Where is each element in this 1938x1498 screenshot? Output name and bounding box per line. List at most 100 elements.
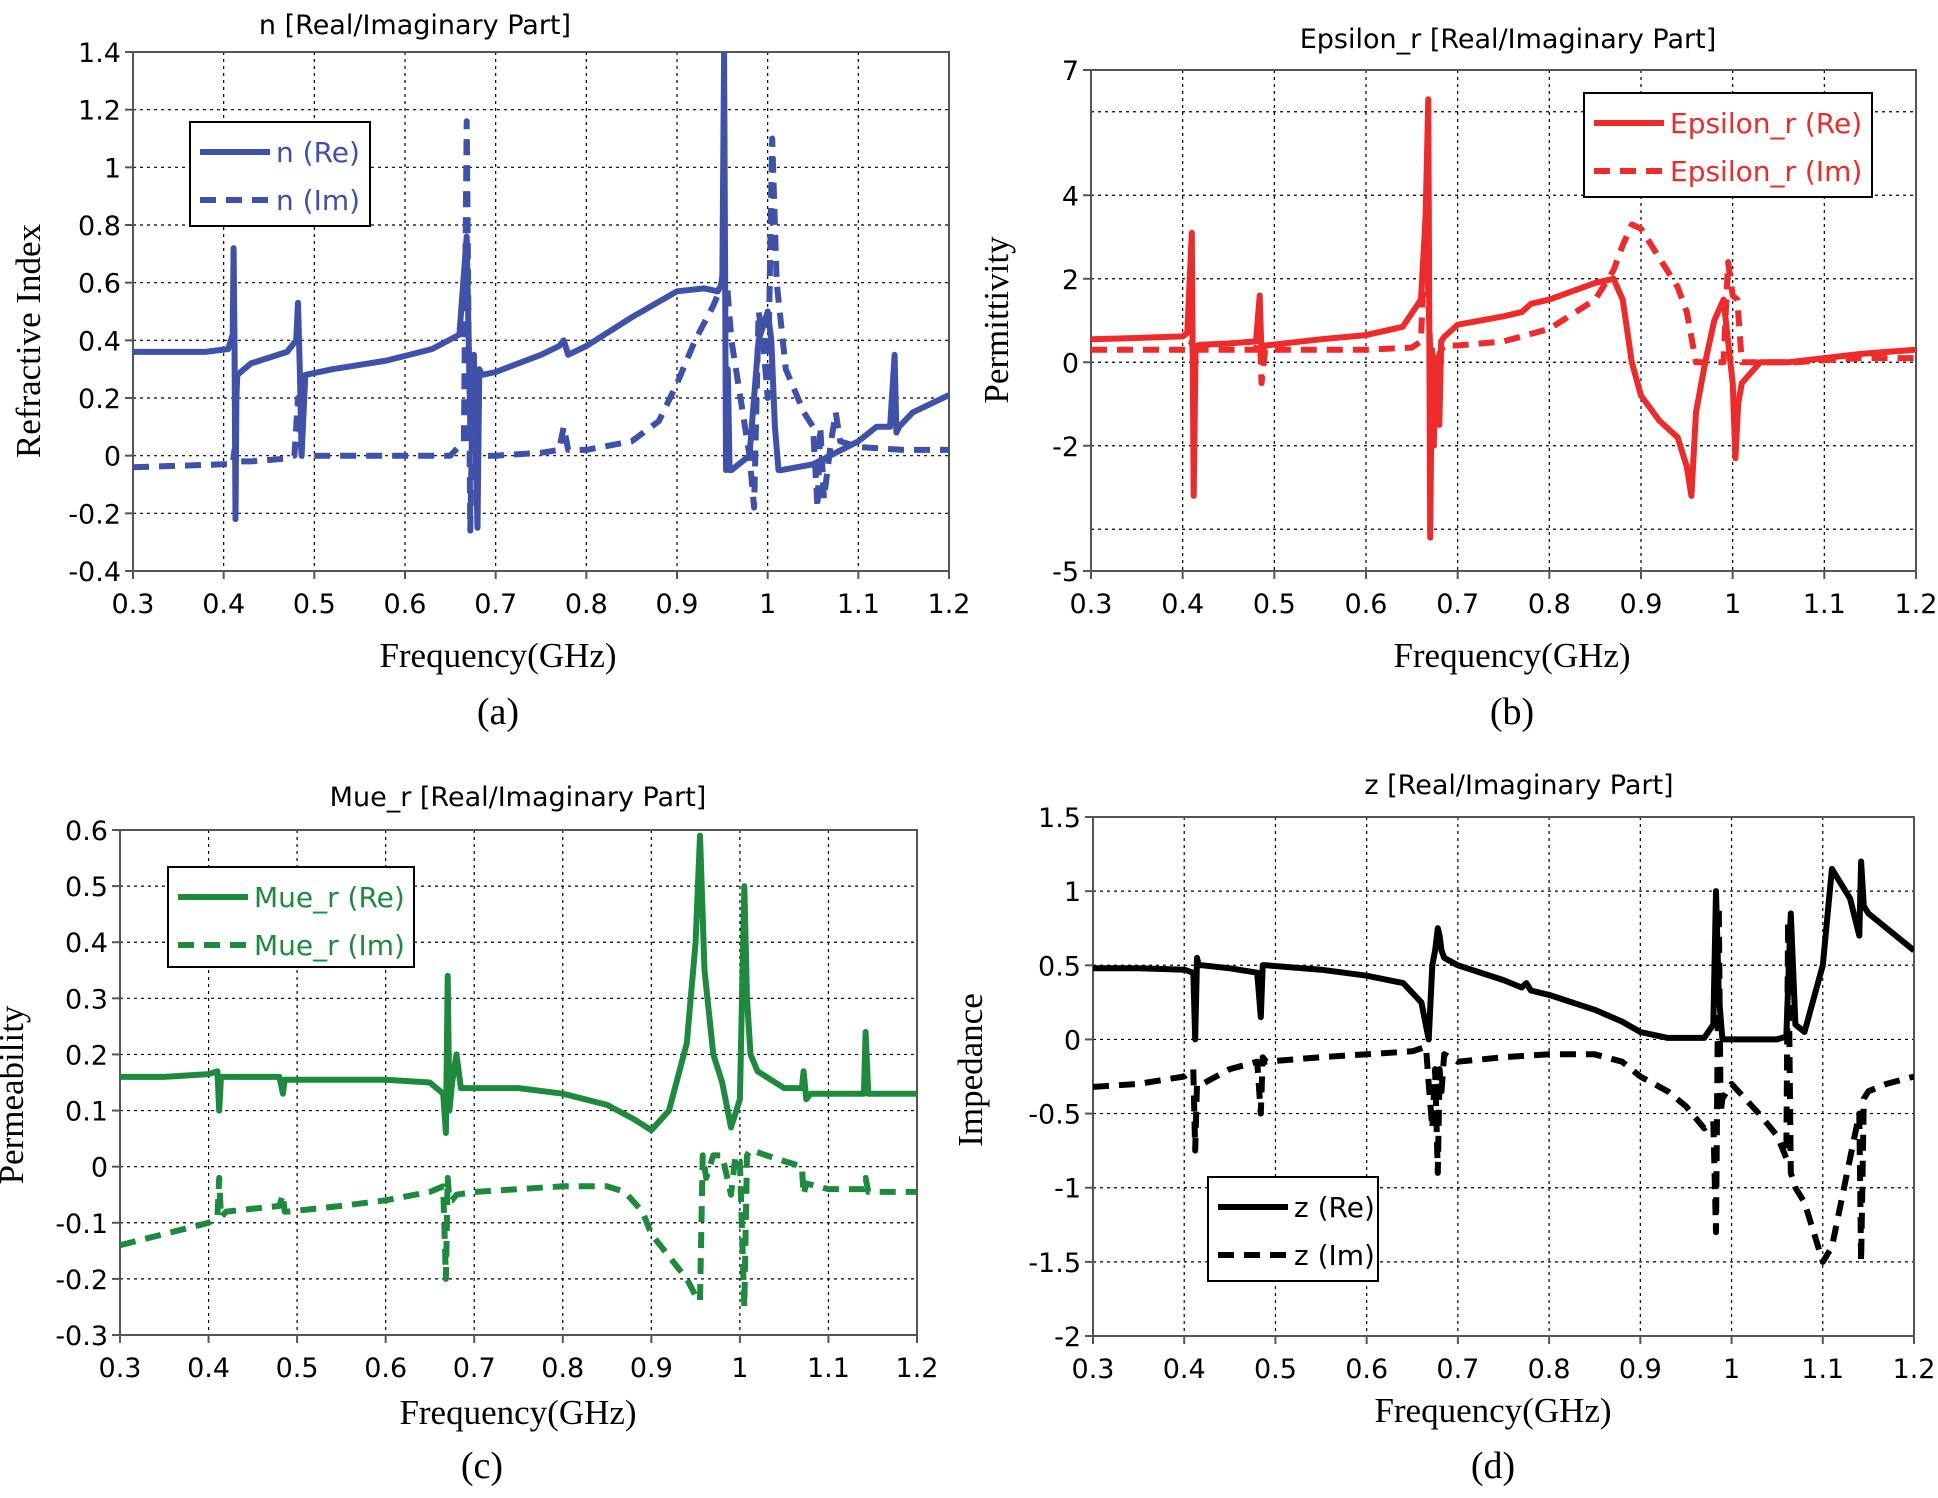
- x-tick-label: 0.3: [1070, 589, 1113, 620]
- chart-title: Epsilon_r [Real/Imaginary Part]: [1300, 24, 1717, 55]
- legend: Epsilon_r (Re) Epsilon_r (Im): [1583, 92, 1873, 198]
- y-tick-label: -2: [1052, 432, 1079, 463]
- y-tick-label: -0.3: [55, 1321, 108, 1352]
- x-tick-label: 1.2: [896, 1353, 939, 1384]
- series-line-epsilon-r-re: [1091, 96, 1916, 541]
- x-axis-label: Frequency(GHz): [1393, 636, 1630, 675]
- y-tick-label: 0.4: [78, 326, 121, 357]
- legend-label: Epsilon_r (Im): [1670, 155, 1862, 188]
- y-tick-label: 0.6: [78, 269, 121, 300]
- y-tick-label: -2: [1054, 1322, 1081, 1353]
- y-tick-label: 0.4: [65, 928, 108, 959]
- series-line-n-im: [133, 118, 949, 534]
- y-tick-label: 0: [91, 1153, 108, 1184]
- x-axis-label: Frequency(GHz): [1374, 1391, 1611, 1430]
- x-tick-label: 1.2: [928, 589, 971, 620]
- y-tick-label: 0.1: [65, 1097, 108, 1128]
- legend-label: Mue_r (Im): [254, 929, 405, 962]
- series-line-mue-r-re: [120, 832, 917, 1136]
- legend: z (Re) z (Im): [1207, 1176, 1379, 1282]
- x-tick-label: 0.5: [1253, 589, 1296, 620]
- x-tick-label: 0.7: [474, 589, 517, 620]
- x-tick-label: 0.4: [202, 589, 245, 620]
- chart-title: z [Real/Imaginary Part]: [1364, 770, 1673, 801]
- legend-label: Epsilon_r (Re): [1670, 107, 1862, 140]
- x-tick-label: 0.3: [112, 589, 155, 620]
- plot-frame: [132, 51, 950, 572]
- x-tick-label: 0.4: [1163, 1354, 1206, 1385]
- plot-frame: [1090, 69, 1917, 572]
- x-tick-label: 1.1: [807, 1353, 850, 1384]
- y-tick-label: -5: [1052, 557, 1079, 588]
- x-axis-label: Frequency(GHz): [379, 636, 616, 675]
- legend: n (Re) n (Im): [189, 121, 371, 227]
- x-tick-label: 0.9: [1620, 589, 1663, 620]
- x-tick-label: 0.5: [276, 1353, 319, 1384]
- y-tick-label: 2: [1062, 265, 1079, 296]
- y-tick-label: 0: [1062, 348, 1079, 379]
- y-tick-label: 0.6: [65, 816, 108, 847]
- y-axis-label: Impedance: [951, 993, 990, 1147]
- x-tick-label: 1.1: [1801, 1354, 1844, 1385]
- x-tick-label: 0.9: [1619, 1354, 1662, 1385]
- y-tick-label: 0.5: [1038, 951, 1081, 982]
- x-tick-label: 1: [1724, 589, 1741, 620]
- y-tick-label: 0: [104, 442, 121, 473]
- x-tick-label: 1: [731, 1353, 748, 1384]
- chart-b-permittivity: 0.3 0.4 0.5 0.6 0.7 0.8 0.9 1 1.1 1.2 -5 -2 0 2 4 7 Epsi…: [977, 24, 1937, 733]
- x-tick-label: 0.8: [1528, 589, 1571, 620]
- y-tick-label: 0.8: [78, 211, 121, 242]
- y-tick-label: 7: [1062, 56, 1079, 87]
- legend-label: Mue_r (Re): [254, 881, 405, 914]
- series-line-z-im: [1093, 903, 1914, 1265]
- axis-ticks: 0.3 0.4 0.5 0.6 0.7 0.8 0.9 1 1.1 1.2 -0.4 -0.2 0 0.2…: [68, 38, 970, 620]
- y-tick-label: -0.2: [68, 499, 121, 530]
- x-tick-label: 0.9: [630, 1353, 673, 1384]
- y-tick-label: 0.3: [65, 984, 108, 1015]
- y-tick-label: -1: [1054, 1174, 1081, 1205]
- y-tick-label: 0.5: [65, 872, 108, 903]
- x-tick-label: 0.6: [1345, 589, 1388, 620]
- x-tick-label: 0.3: [99, 1353, 142, 1384]
- y-tick-label: -0.1: [55, 1209, 108, 1240]
- x-tick-label: 1.2: [1895, 589, 1938, 620]
- y-tick-label: 0.2: [78, 384, 121, 415]
- chart-title: n [Real/Imaginary Part]: [259, 10, 571, 41]
- subfigure-caption: (d): [1471, 1445, 1515, 1487]
- chart-d-impedance: 0.3 0.4 0.5 0.6 0.7 0.8 0.9 1 1.1 1.2 -2 -1.5 -1 -0.5…: [951, 770, 1935, 1487]
- series-line-n-re: [133, 52, 949, 531]
- x-tick-label: 0.4: [187, 1353, 230, 1384]
- x-tick-label: 0.6: [384, 589, 427, 620]
- y-tick-label: 1.4: [78, 38, 121, 69]
- legend-label: n (Re): [276, 136, 360, 169]
- series-line-mue-r-im: [120, 1146, 917, 1310]
- y-tick-label: 0: [1064, 1025, 1081, 1056]
- y-tick-label: 1.5: [1038, 803, 1081, 834]
- x-tick-label: 1: [759, 589, 776, 620]
- y-tick-label: -1.5: [1028, 1248, 1081, 1279]
- legend-box: [189, 121, 371, 227]
- x-axis-label: Frequency(GHz): [399, 1393, 636, 1432]
- x-tick-label: 0.6: [364, 1353, 407, 1384]
- x-tick-label: 0.5: [1254, 1354, 1297, 1385]
- x-tick-label: 0.8: [1528, 1354, 1571, 1385]
- plot-frame: [119, 829, 918, 1336]
- subfigure-caption: (b): [1490, 691, 1534, 733]
- x-tick-label: 0.8: [541, 1353, 584, 1384]
- x-tick-label: 0.6: [1345, 1354, 1388, 1385]
- axis-ticks: 0.3 0.4 0.5 0.6 0.7 0.8 0.9 1 1.1 1.2 -2 -1.5 -1 -0.5…: [1028, 803, 1935, 1385]
- y-axis-label: Permittivity: [977, 236, 1016, 404]
- x-tick-label: 0.7: [1436, 589, 1479, 620]
- y-tick-label: 1: [1064, 877, 1081, 908]
- series-line-z-re: [1093, 858, 1914, 1043]
- x-tick-label: 1: [1723, 1354, 1740, 1385]
- legend-label: z (Im): [1294, 1239, 1375, 1272]
- x-tick-label: 0.9: [656, 589, 699, 620]
- x-tick-label: 0.7: [453, 1353, 496, 1384]
- y-tick-label: 0.2: [65, 1040, 108, 1071]
- legend-label: z (Re): [1294, 1191, 1375, 1224]
- y-tick-label: 4: [1062, 181, 1079, 212]
- series-line-epsilon-r-im: [1091, 213, 1916, 428]
- chart-c-permeability: 0.3 0.4 0.5 0.6 0.7 0.8 0.9 1 1.1 1.2 -0.3 -0.2 -0.1…: [0, 782, 938, 1487]
